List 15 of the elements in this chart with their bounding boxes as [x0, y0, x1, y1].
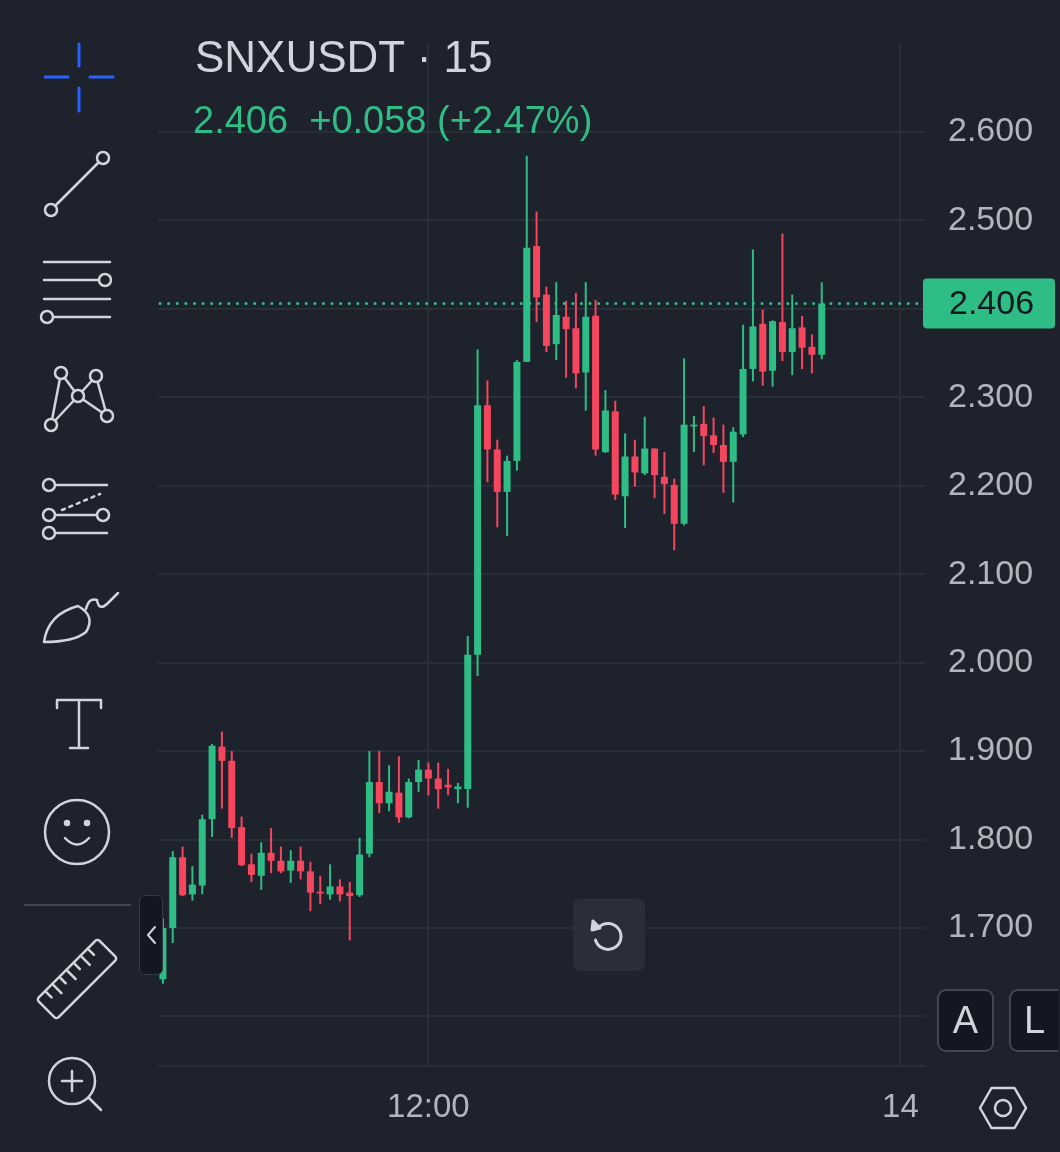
text: 2.406 +0.058 (+2.47%) [193, 99, 593, 141]
y-tick-label: 2.100 [948, 552, 1034, 591]
y-tick-label: 1.700 [948, 906, 1034, 945]
x-tick-label: 14 [882, 1086, 919, 1124]
y-tick-label: 2.300 [948, 375, 1034, 414]
ref-line-label: 2.406 [949, 282, 1035, 321]
y-tick-label: 2.000 [948, 641, 1034, 679]
y-tick-label: 2.200 [948, 464, 1034, 503]
y-tick-label: 1.900 [948, 729, 1034, 768]
y-tick-label: 2.500 [948, 198, 1034, 237]
chart-title: SNXUSDT · 15 [195, 32, 493, 81]
y-tick-label: 1.800 [948, 817, 1034, 856]
y-tick-label: 2.600 [948, 110, 1034, 149]
x-tick-label: 12:00 [387, 1086, 470, 1124]
candlestick [316, 875, 324, 905]
